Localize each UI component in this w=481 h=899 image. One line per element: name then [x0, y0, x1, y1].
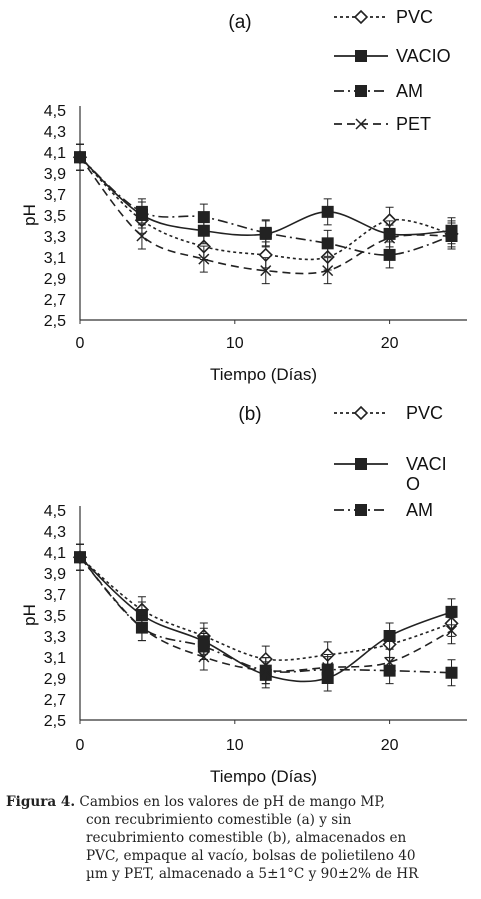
y-tick-label: 3,7 [44, 187, 66, 204]
data-point [445, 666, 458, 679]
y-tick-label: 4,1 [44, 145, 66, 162]
x-axis-label: Tiempo (Días) [210, 767, 317, 786]
caption-line-3: recubrimiento comestible (b), almacenado… [86, 830, 407, 846]
chart-title: (a) [228, 12, 251, 33]
caption-line-1: Figura 4. Cambios en los valores de pH d… [6, 793, 478, 811]
y-tick-label: 3,5 [44, 208, 66, 225]
data-point [136, 230, 148, 242]
data-point [135, 205, 148, 218]
chart-b: (b) 4,5 4,3 4,1 3,9 3,7 3,5 3,3 3,1 2,9 2,7 2,5 0 10 2… [20, 403, 467, 786]
data-point [74, 551, 86, 563]
x-axis-label: Tiempo (Días) [210, 365, 317, 384]
y-tick-label: 3,3 [44, 629, 66, 646]
data-point [136, 622, 148, 634]
data-point [383, 248, 396, 261]
caption-text-1: Cambios en los valores de pH de mango MP… [75, 794, 386, 810]
data-point [198, 253, 210, 265]
legend-label: AM [396, 81, 423, 101]
y-tick-label: 2,7 [44, 292, 66, 309]
y-tick-label: 3,5 [44, 608, 66, 625]
data-point [383, 630, 396, 642]
y-tick-label: 3,7 [44, 587, 66, 604]
data-point [197, 211, 210, 224]
legend-label: O [406, 474, 420, 494]
y-tick-label: 3,1 [44, 250, 66, 267]
data-point [445, 230, 458, 242]
x-tick-label: 0 [76, 737, 85, 754]
data-point [384, 656, 396, 668]
figure-caption: Figura 4. Cambios en los valores de pH d… [6, 793, 478, 883]
y-tick-label: 3,9 [44, 166, 66, 183]
y-axis-label: pH [20, 604, 39, 626]
y-tick-label: 2,5 [44, 313, 66, 330]
legend-item: VACIO [334, 46, 451, 66]
legend-label: PET [396, 114, 431, 134]
data-point [321, 237, 334, 250]
legend-item: AM [334, 500, 433, 520]
x-tick-label: 10 [226, 737, 244, 754]
y-tick-label: 2,9 [44, 271, 66, 288]
legend-item: PET [334, 114, 431, 134]
y-tick-label: 2,5 [44, 713, 66, 730]
legend-item: PVC [334, 403, 443, 423]
data-point [384, 232, 396, 244]
y-tick-label: 4,3 [44, 124, 66, 141]
y-tick-label: 4,5 [44, 503, 66, 520]
legend-marker [355, 458, 367, 470]
series-4 [74, 143, 458, 285]
series-4 [74, 543, 458, 685]
data-point [445, 605, 458, 618]
legend-marker [355, 504, 367, 516]
x-tick-label: 20 [381, 737, 399, 754]
y-tick-label: 3,1 [44, 650, 66, 667]
legend-label: PVC [396, 7, 433, 27]
data-point [74, 151, 86, 163]
caption-line-5: µm y PET, almacenado a 5±1°C y 90±2% de … [86, 866, 419, 882]
data-point [198, 651, 210, 663]
legend-label: PVC [406, 403, 443, 423]
caption-line-2: con recubrimiento comestible (a) y sin [86, 812, 352, 828]
data-point [322, 265, 334, 277]
x-tick-label: 20 [381, 335, 399, 352]
legend-marker [353, 405, 369, 421]
data-point [260, 265, 272, 277]
legend-label: VACIO [396, 46, 451, 66]
legend-marker [353, 9, 369, 25]
y-tick-label: 4,5 [44, 103, 66, 120]
data-point [322, 661, 334, 674]
legend-marker [355, 85, 367, 97]
y-tick-label: 3,9 [44, 566, 66, 583]
data-point [260, 665, 272, 677]
caption-label: Figura 4. [6, 794, 76, 810]
legend-label: AM [406, 500, 433, 520]
data-point [259, 226, 272, 239]
data-point [197, 224, 210, 237]
caption-line-4: PVC, empaque al vacío, bolsas de polieti… [86, 848, 416, 864]
y-tick-label: 2,7 [44, 692, 66, 709]
x-tick-label: 10 [226, 335, 244, 352]
legend-marker [355, 50, 367, 62]
data-point [445, 625, 458, 637]
data-point [321, 205, 334, 218]
y-tick-label: 3,3 [44, 229, 66, 246]
series-1 [72, 543, 459, 673]
legend-item: VACIO [334, 454, 447, 494]
y-tick-label: 4,1 [44, 545, 66, 562]
legend-label: VACI [406, 454, 447, 474]
chart-title: (b) [238, 404, 261, 425]
x-tick-label: 0 [76, 335, 85, 352]
series-line [79, 156, 452, 275]
legend-marker [355, 118, 367, 130]
y-axis-label: pH [20, 204, 39, 226]
y-tick-label: 2,9 [44, 671, 66, 688]
y-tick-label: 4,3 [44, 524, 66, 541]
legend-item: AM [334, 81, 423, 101]
legend-item: PVC [334, 7, 433, 27]
chart-a: (a) 4,5 4,3 4,1 3,9 3,7 3,5 3,3 3,1 2,9 2,7 2,5 0 10 2… [20, 7, 467, 384]
